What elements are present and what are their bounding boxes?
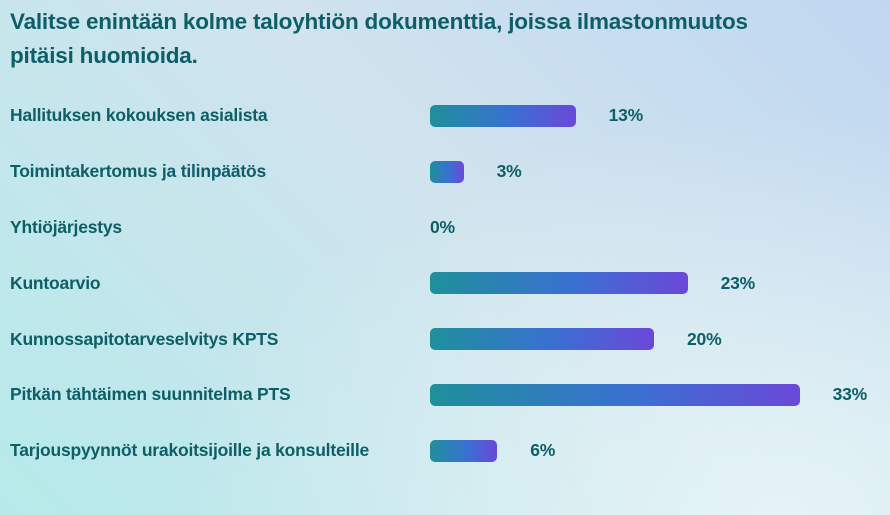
category-label: Yhtiöjärjestys xyxy=(10,216,122,237)
chart-row: Hallituksen kokouksen asialista 13% xyxy=(10,88,890,144)
bar xyxy=(430,272,688,295)
percentage-label: 3% xyxy=(496,161,522,182)
category-label: Kunnossapitotarveselvitys KPTS xyxy=(10,328,279,349)
chart-row: Tarjouspyynnöt urakoitsijoille ja konsul… xyxy=(10,423,890,479)
chart-row: Pitkän tähtäimen suunnitelma PTS 33% xyxy=(10,367,890,423)
category-label: Toimintakertomus ja tilinpäätös xyxy=(10,161,267,182)
poll-results-bar-chart: Hallituksen kokouksen asialista 13% Toim… xyxy=(10,88,890,479)
chart-row: Kunnossapitotarveselvitys KPTS 20% xyxy=(10,311,890,367)
page-title: Valitse enintään kolme taloyhtiön dokume… xyxy=(10,5,850,73)
category-label: Pitkän tähtäimen suunnitelma PTS xyxy=(10,384,291,405)
page-title-line2: pitäisi huomioida. xyxy=(10,43,198,68)
chart-row: Kuntoarvio 23% xyxy=(10,255,890,311)
percentage-label: 0% xyxy=(430,216,455,237)
percentage-label: 20% xyxy=(687,328,722,349)
bar xyxy=(430,104,576,127)
page-title-line1: Valitse enintään kolme taloyhtiön dokume… xyxy=(10,9,748,34)
bar xyxy=(430,160,464,183)
percentage-label: 23% xyxy=(720,272,756,293)
percentage-label: 13% xyxy=(608,105,644,126)
chart-row: Yhtiöjärjestys 0% xyxy=(10,200,890,256)
bar xyxy=(430,439,498,462)
percentage-label: 33% xyxy=(832,384,868,405)
chart-row: Toimintakertomus ja tilinpäätös 3% xyxy=(10,144,890,200)
bar xyxy=(430,383,800,406)
category-label: Tarjouspyynnöt urakoitsijoille ja konsul… xyxy=(10,440,370,461)
category-label: Kuntoarvio xyxy=(10,272,101,293)
bar xyxy=(430,328,654,351)
category-label: Hallituksen kokouksen asialista xyxy=(10,105,268,126)
percentage-label: 6% xyxy=(530,440,556,461)
